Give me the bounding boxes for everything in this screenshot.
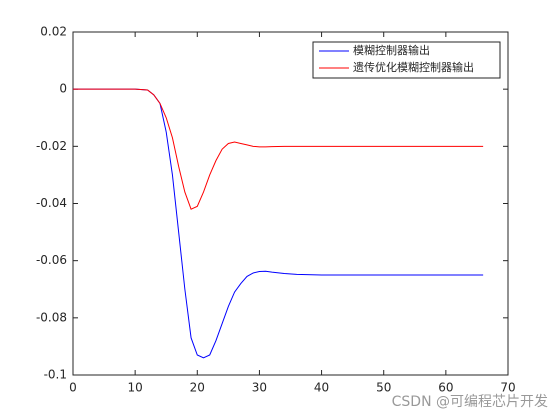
watermark: CSDN @可编程芯片开发 xyxy=(392,394,548,410)
x-tick-label: 50 xyxy=(376,381,391,395)
y-tick-label: -0.1 xyxy=(44,368,67,382)
y-tick-label: -0.06 xyxy=(36,253,67,267)
x-tick-label: 40 xyxy=(314,381,329,395)
y-tick-label: 0 xyxy=(59,82,67,96)
x-tick-label: 60 xyxy=(438,381,453,395)
legend-label: 遗传优化模糊控制器输出 xyxy=(353,60,474,74)
x-tick-label: 20 xyxy=(190,381,205,395)
x-tick-label: 70 xyxy=(500,381,515,395)
x-tick-label: 0 xyxy=(69,381,77,395)
y-tick-label: -0.02 xyxy=(36,139,67,153)
series-line xyxy=(73,88,484,210)
legend-box xyxy=(312,41,501,79)
x-tick-label: 30 xyxy=(252,381,267,395)
plot-area xyxy=(72,31,509,376)
y-tick-label: 0.02 xyxy=(40,25,67,39)
x-tick-label: 10 xyxy=(128,381,143,395)
legend-label: 模糊控制器输出 xyxy=(353,43,430,57)
y-tick-label: -0.04 xyxy=(36,196,67,210)
y-tick-label: -0.08 xyxy=(36,310,67,324)
